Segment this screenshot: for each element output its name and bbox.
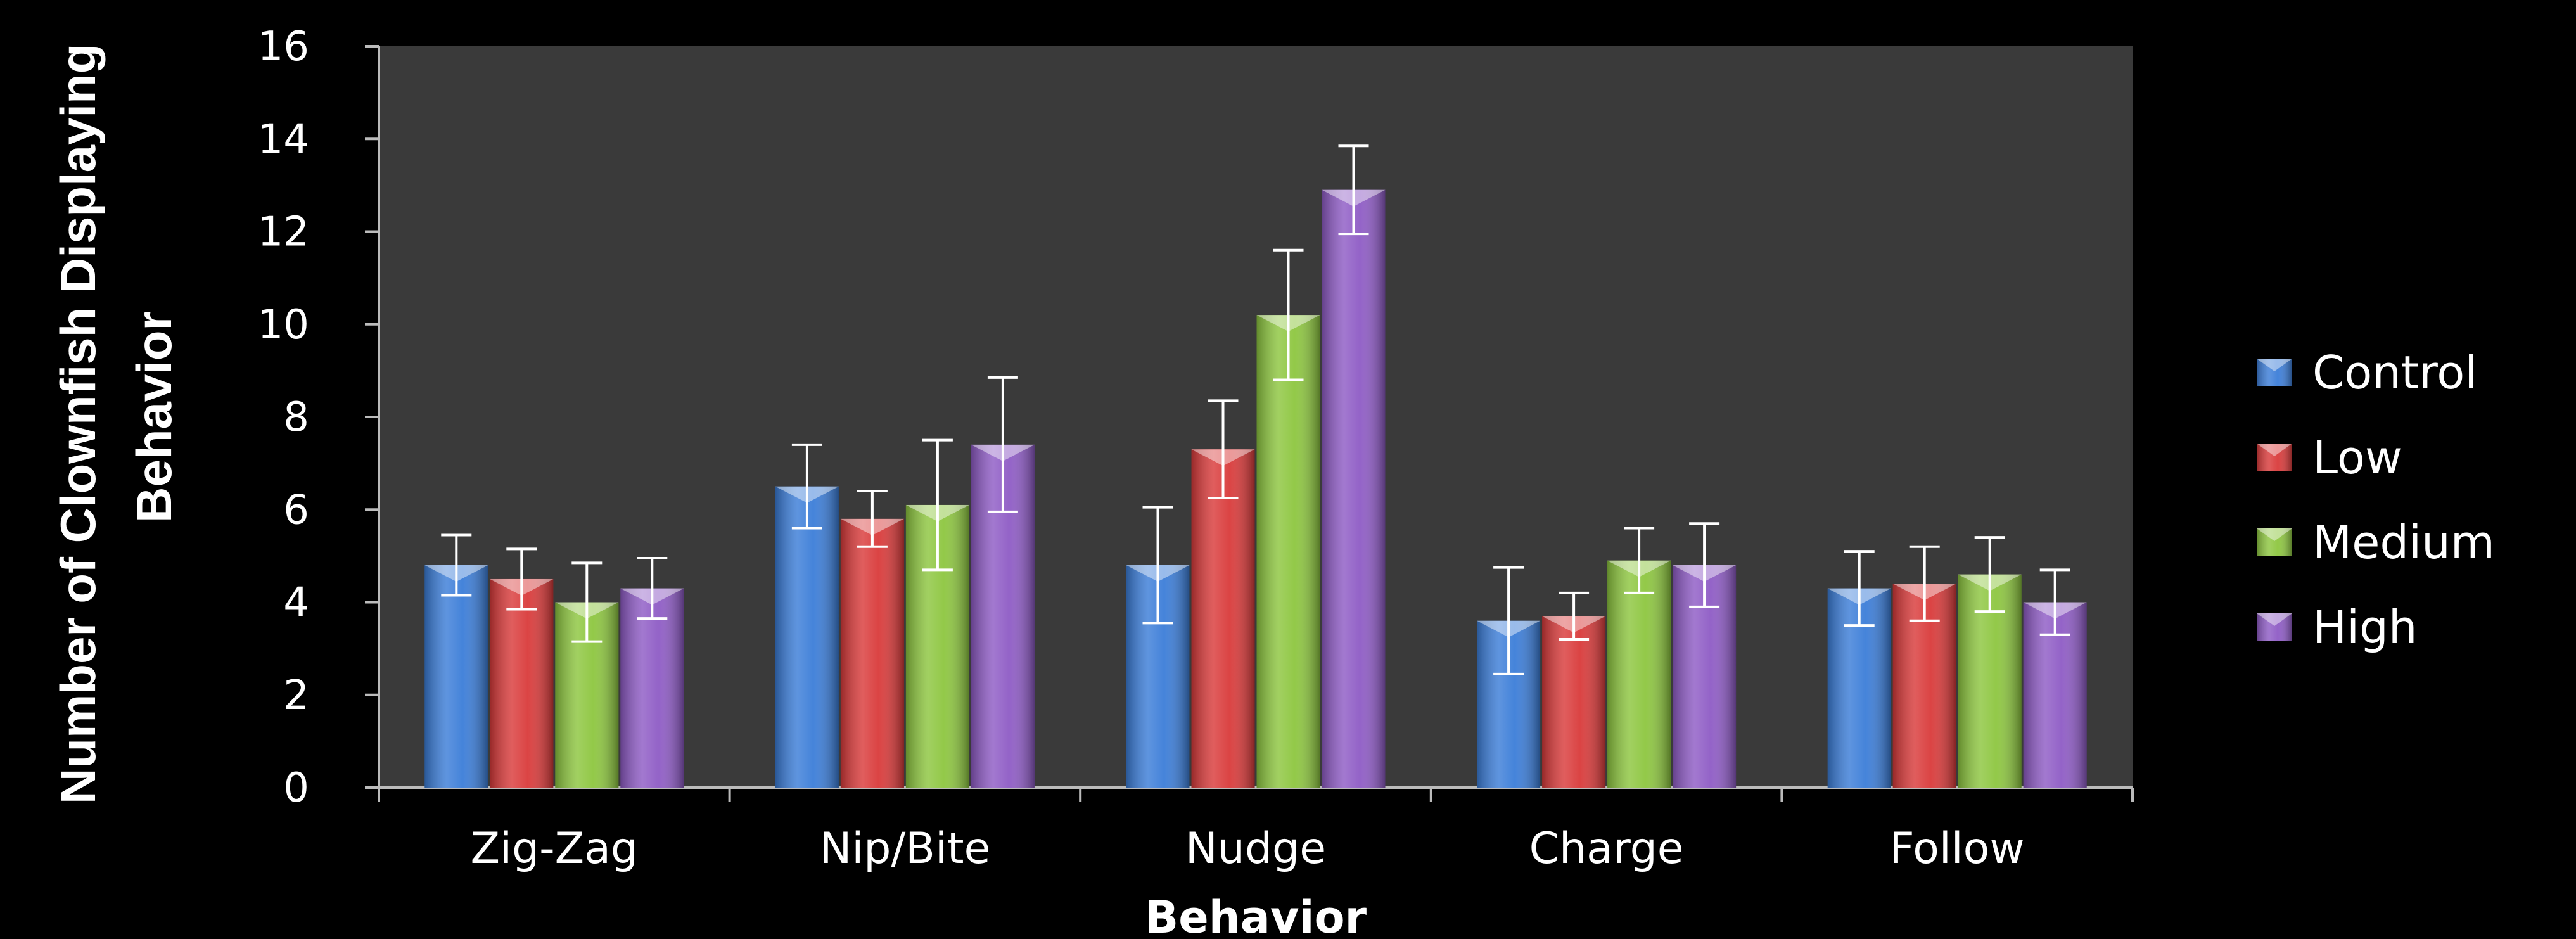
category-label-nudge: Nudge — [1185, 824, 1326, 874]
bar-nudge-high — [1322, 189, 1386, 788]
legend-item-control: Control — [2257, 346, 2477, 399]
error-bar-zig-zag-medium — [571, 561, 603, 643]
legend-label: High — [2312, 601, 2417, 654]
y-tick-label: 2 — [283, 672, 309, 719]
y-tick-label: 8 — [283, 394, 309, 441]
y-tick-label: 4 — [283, 580, 309, 627]
bar-nip-bite-control — [775, 486, 839, 788]
error-bar-zig-zag-high — [637, 557, 668, 620]
error-bar-nip-bite-medium — [922, 438, 953, 572]
y-axis-title-line-2: Behavior — [126, 311, 182, 523]
y-tick-label: 14 — [258, 116, 309, 163]
legend: Control Low Medium High — [2257, 346, 2495, 654]
error-bar-nip-bite-high — [987, 376, 1018, 513]
bar-nudge-medium — [1256, 315, 1320, 788]
error-bar-zig-zag-control — [441, 533, 472, 597]
error-bar-follow-high — [2039, 568, 2070, 636]
error-bar-charge-low — [1559, 591, 1590, 641]
y-tick-label: 16 — [258, 23, 309, 70]
error-bar-nudge-high — [1338, 144, 1369, 236]
bar-follow-control — [1827, 588, 1891, 788]
error-bar-nudge-low — [1208, 399, 1239, 499]
bar-zig-zag-low — [490, 578, 554, 788]
bar-nudge-low — [1191, 449, 1255, 788]
legend-item-low: Low — [2257, 431, 2402, 484]
y-axis-title: Number of Clownfish Displaying Behavior — [50, 30, 182, 804]
legend-item-high: High — [2257, 601, 2417, 654]
error-bar-charge-high — [1689, 522, 1720, 608]
legend-label: Medium — [2312, 516, 2495, 569]
error-bar-charge-medium — [1624, 527, 1655, 594]
bar-charge-medium — [1607, 560, 1671, 788]
error-bar-follow-control — [1844, 550, 1875, 627]
y-tick-label: 10 — [258, 302, 309, 348]
y-axis: 0 2 4 6 8 10 12 14 16 — [258, 23, 380, 812]
error-bar-nip-bite-control — [791, 443, 822, 530]
legend-item-medium: Medium — [2257, 516, 2495, 569]
category-label-zig-zag: Zig-Zag — [470, 824, 638, 874]
x-axis-title: Behavior — [1145, 891, 1367, 939]
y-tick-label: 6 — [283, 487, 309, 533]
category-label-follow: Follow — [1890, 824, 2025, 874]
error-bar-follow-medium — [1974, 536, 2005, 613]
x-axis: Zig-Zag Nip/Bite Nudge Charge Follow — [378, 786, 2134, 874]
bar-nip-bite-low — [840, 518, 904, 788]
error-bar-charge-control — [1493, 566, 1524, 675]
y-axis-title-line-1: Number of Clownfish Displaying — [50, 44, 106, 804]
y-tick-label: 12 — [258, 209, 309, 256]
error-bar-zig-zag-low — [506, 547, 537, 611]
bar-zig-zag-medium — [555, 602, 619, 788]
bar-zig-zag-high — [620, 588, 684, 788]
legend-label: Control — [2312, 346, 2477, 399]
category-label-charge: Charge — [1529, 824, 1684, 874]
error-bar-follow-low — [1909, 545, 1940, 622]
bar-charge-low — [1542, 616, 1606, 788]
bars — [424, 189, 2087, 788]
legend-label: Low — [2312, 431, 2402, 484]
error-bar-nudge-medium — [1273, 248, 1304, 381]
y-tick-label: 0 — [283, 765, 309, 812]
bar-zig-zag-control — [424, 565, 488, 788]
category-label-nip-bite: Nip/Bite — [819, 824, 990, 874]
error-bars — [441, 144, 2070, 675]
error-bar-nudge-control — [1142, 506, 1173, 625]
error-bar-nip-bite-low — [857, 490, 888, 548]
